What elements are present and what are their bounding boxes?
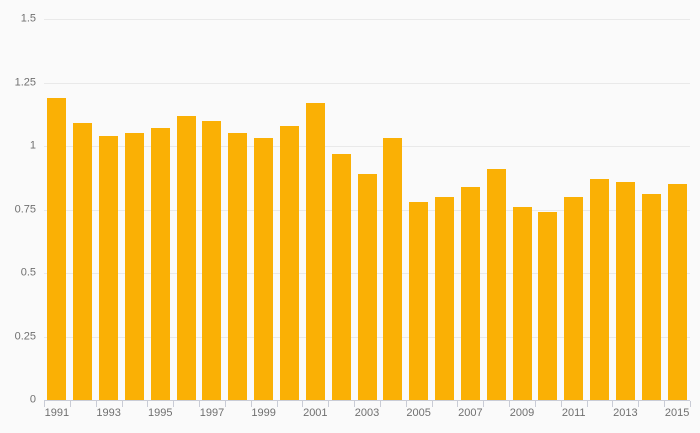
gridline: [44, 146, 690, 147]
bar[interactable]: [279, 125, 299, 400]
bar[interactable]: [512, 206, 532, 400]
x-axis-tick: [664, 401, 665, 407]
x-axis-tick-label: 2015: [664, 407, 690, 419]
bar[interactable]: [486, 168, 506, 400]
x-axis-tick: [483, 401, 484, 407]
x-axis-tick-label: 2001: [303, 407, 328, 419]
x-axis-tick: [354, 401, 355, 407]
y-axis-tick-labels: 0 0.25 0.5 0.75 1 1.25 1.5: [0, 0, 36, 433]
bar[interactable]: [99, 135, 119, 400]
gridline: [44, 19, 690, 20]
x-axis-tick: [328, 401, 329, 407]
bar[interactable]: [667, 184, 687, 400]
x-axis-tick: [457, 401, 458, 407]
bar[interactable]: [47, 97, 67, 400]
x-axis-tick-label: 1995: [148, 407, 173, 419]
bar[interactable]: [254, 138, 274, 400]
x-axis-tick-label: 2003: [354, 407, 380, 419]
bar[interactable]: [331, 153, 351, 400]
bar[interactable]: [202, 120, 222, 400]
x-axis-tick-label: 2011: [561, 407, 586, 419]
x-axis-line: [44, 400, 690, 401]
x-axis-tick: [561, 401, 562, 407]
x-axis-tick-label: 2005: [406, 407, 431, 419]
gridline: [44, 82, 690, 84]
x-axis-tick: [535, 401, 536, 407]
bar[interactable]: [564, 196, 584, 400]
x-axis-ticks: [44, 401, 691, 407]
bar[interactable]: [383, 138, 403, 400]
x-axis-tick: [225, 401, 226, 407]
x-axis-tick: [302, 401, 303, 407]
x-axis-tick-label: 1997: [199, 407, 225, 419]
x-axis-tick: [251, 401, 252, 407]
x-axis-tick-label: 1993: [96, 407, 121, 419]
x-axis-tick: [277, 401, 278, 407]
x-axis-tick: [406, 401, 407, 407]
x-axis-tick: [199, 401, 200, 407]
bar[interactable]: [73, 123, 93, 400]
y-axis-tick-label: 0.25: [14, 330, 36, 342]
x-axis-tick: [96, 401, 97, 407]
y-axis-tick-label: 0.75: [14, 203, 36, 215]
x-axis-tick-label: 1999: [251, 407, 276, 419]
bar[interactable]: [409, 201, 429, 400]
bar[interactable]: [538, 212, 558, 400]
x-axis-tick: [173, 401, 174, 407]
bars-layer: [44, 19, 690, 400]
x-axis-tick: [147, 401, 148, 407]
x-axis-tick-label: 2009: [509, 407, 535, 419]
y-axis-tick-label: 0: [29, 393, 36, 406]
y-axis-tick-label: 0.5: [20, 266, 36, 279]
bar[interactable]: [176, 115, 196, 400]
bar[interactable]: [460, 186, 480, 400]
x-axis-tick: [122, 401, 123, 407]
x-axis-tick: [509, 401, 510, 407]
x-axis-tick: [638, 401, 639, 407]
bar[interactable]: [615, 181, 635, 400]
bar[interactable]: [641, 194, 661, 400]
x-axis-tick: [70, 401, 71, 407]
bar[interactable]: [228, 133, 248, 400]
x-axis-tick: [44, 401, 45, 407]
bar[interactable]: [357, 173, 377, 400]
bar[interactable]: [590, 179, 610, 400]
x-axis-tick-label: 2007: [458, 407, 483, 419]
x-axis-tick-label: 2013: [613, 407, 638, 419]
bar[interactable]: [435, 196, 455, 400]
x-axis-tick: [612, 401, 613, 407]
bar[interactable]: [150, 128, 170, 400]
x-axis-tick-label: 1991: [44, 407, 70, 419]
y-axis-tick-label: 1.25: [14, 76, 36, 88]
bar[interactable]: [305, 102, 325, 400]
x-axis-tick: [690, 401, 691, 407]
x-axis-tick-labels: 1991 1993 1995 1997 1999 2001 2003 2005 2007 2009…: [0, 407, 700, 427]
y-axis-tick-label: 1.5: [20, 12, 36, 25]
y-axis-tick-label: 1: [29, 139, 36, 152]
x-axis-tick: [432, 401, 433, 407]
bar[interactable]: [124, 133, 144, 400]
x-axis-tick: [380, 401, 381, 407]
x-axis-tick: [587, 401, 588, 407]
